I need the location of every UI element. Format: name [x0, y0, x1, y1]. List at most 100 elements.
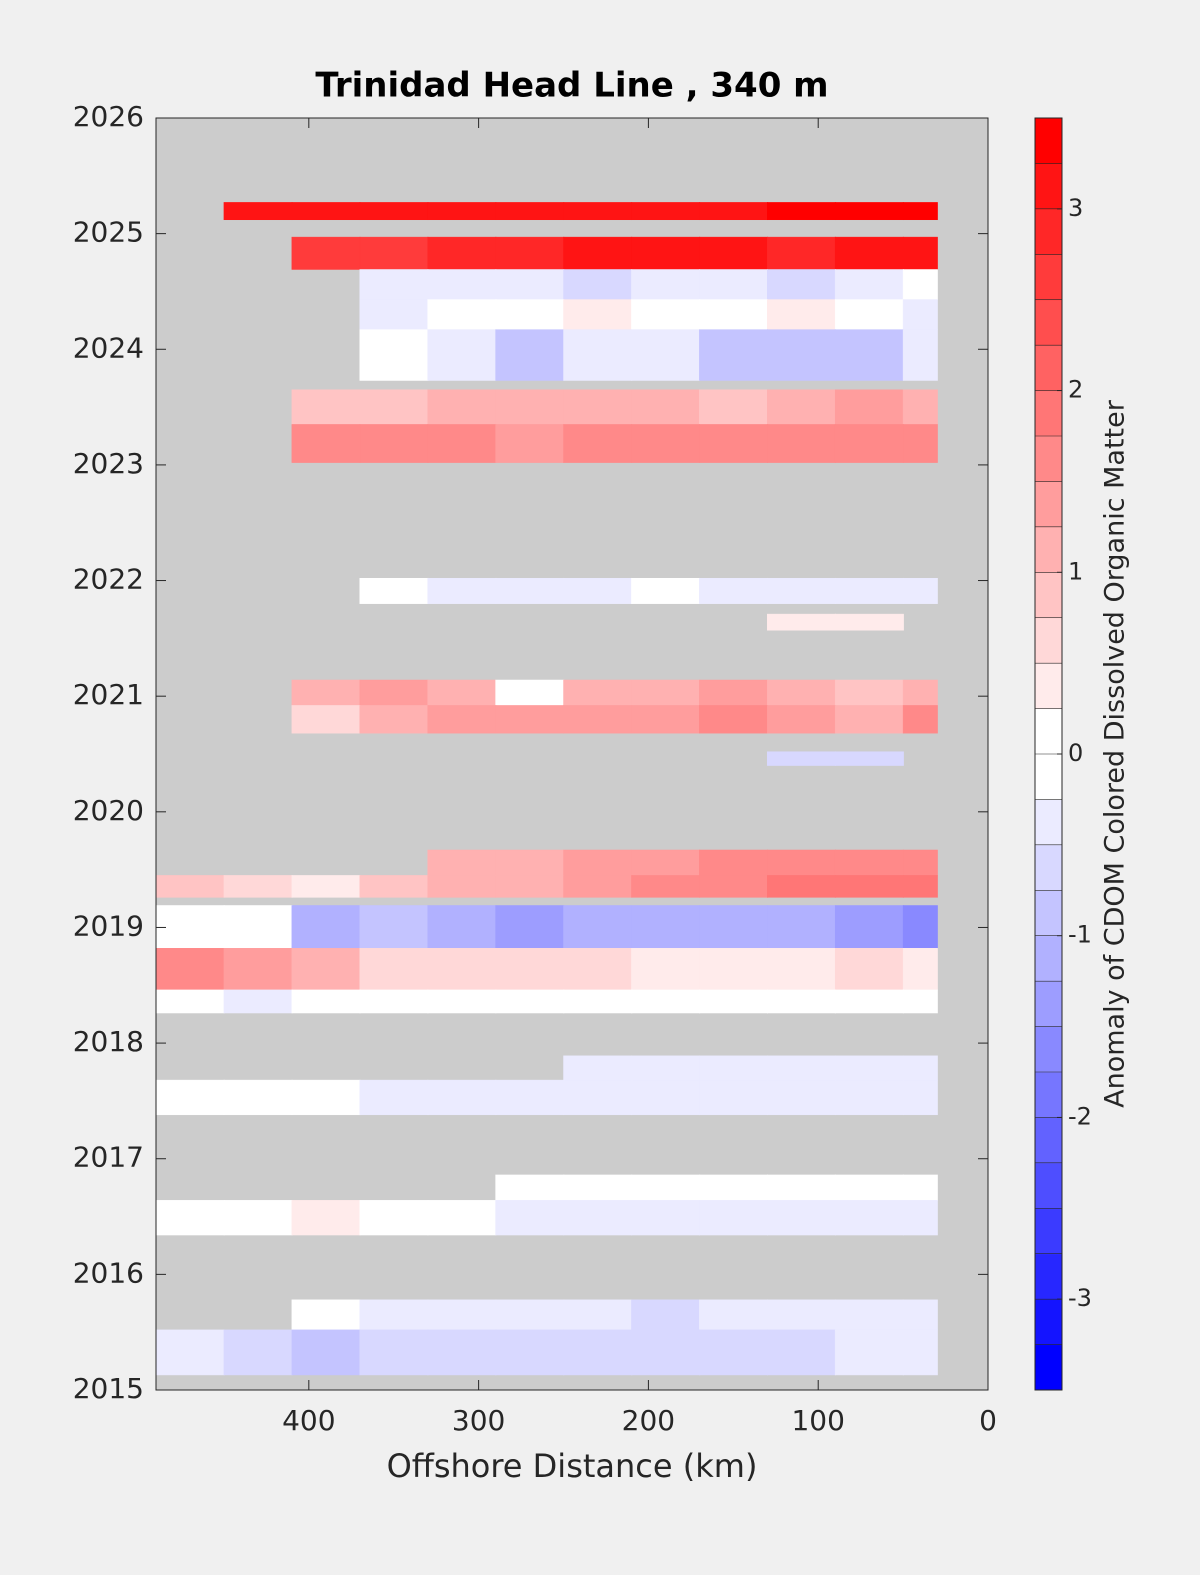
- contour-cell: [699, 269, 769, 300]
- contour-cell: [902, 705, 938, 734]
- contour-cell: [834, 948, 904, 991]
- contour-cell: [834, 989, 904, 1014]
- colorbar-band: [1035, 345, 1062, 392]
- colorbar-band: [1035, 1299, 1062, 1346]
- contour-cell: [834, 299, 904, 330]
- contour-cell: [495, 989, 565, 1014]
- contour-cell: [359, 236, 429, 270]
- contour-cell: [495, 269, 565, 300]
- contour-cell: [427, 424, 497, 463]
- contour-cell: [563, 236, 633, 270]
- contour-cell: [631, 236, 701, 270]
- colorbar-band: [1035, 1344, 1062, 1391]
- contour-cell: [767, 577, 836, 604]
- contour-cell: [427, 948, 497, 991]
- contour-cell: [155, 1200, 225, 1236]
- x-tick-label: 400: [282, 1404, 335, 1437]
- contour-cell: [427, 849, 497, 876]
- colorbar-band: [1035, 754, 1062, 800]
- contour-cell: [902, 679, 938, 706]
- contour-cell: [359, 269, 429, 300]
- contour-cell: [631, 1329, 701, 1376]
- contour-cell: [902, 329, 938, 381]
- contour-cell: [495, 236, 565, 270]
- contour-cell: [155, 989, 225, 1014]
- contour-cell: [902, 849, 938, 876]
- contour-cell: [767, 679, 836, 706]
- plot-frame: [155, 117, 989, 1391]
- y-tick-label: 2022: [73, 563, 144, 596]
- contour-cell: [427, 389, 497, 425]
- contour-cell: [563, 329, 633, 381]
- contour-cell: [902, 577, 938, 604]
- contour-cell: [155, 1329, 225, 1376]
- contour-cell: [834, 1329, 904, 1376]
- contour-cell: [495, 705, 565, 734]
- colorbar-band: [1035, 799, 1062, 846]
- contour-cell: [427, 269, 497, 300]
- contour-cell: [767, 269, 836, 300]
- contour-cell: [631, 1299, 701, 1331]
- colorbar-band: [1035, 436, 1062, 482]
- contour-cell: [495, 299, 565, 330]
- colorbar-band: [1035, 981, 1062, 1028]
- contour-cell: [563, 1055, 633, 1081]
- colorbar-band: [1035, 1253, 1062, 1300]
- contour-cell: [699, 849, 769, 876]
- colorbar-band: [1035, 163, 1062, 210]
- contour-cell: [902, 875, 938, 898]
- contour-cell: [699, 989, 769, 1014]
- contour-cell: [359, 948, 429, 991]
- contour-cell: [223, 948, 293, 991]
- y-tick-label: 2021: [73, 678, 144, 711]
- contour-cell: [563, 577, 633, 604]
- contour-cell: [767, 1055, 836, 1081]
- contour-cell: [902, 1299, 938, 1331]
- colorbar-band: [1035, 526, 1062, 573]
- contour-cell: [155, 875, 225, 898]
- colorbar-band: [1035, 118, 1062, 164]
- contour-cell: [699, 1299, 769, 1331]
- contour-cell: [155, 905, 225, 949]
- colorbar-band: [1035, 935, 1062, 982]
- colorbar-band: [1035, 617, 1062, 664]
- contour-cell: [631, 905, 701, 949]
- colorbar-band: [1035, 390, 1062, 437]
- contour-cell: [291, 424, 361, 463]
- x-tick-label: 300: [452, 1404, 505, 1437]
- colorbar-tick-label: 3: [1068, 194, 1083, 222]
- contour-cell: [767, 948, 836, 991]
- contour-cell: [902, 236, 938, 270]
- contour-cell: [902, 905, 938, 949]
- y-tick-label: 2015: [73, 1372, 144, 1405]
- contour-cell: [223, 202, 293, 221]
- contour-cell: [359, 424, 429, 463]
- contour-cell: [495, 1200, 565, 1236]
- contour-cell: [699, 948, 769, 991]
- contour-cell: [427, 679, 497, 706]
- contour-cell: [699, 202, 769, 221]
- contour-cell: [699, 299, 769, 330]
- contour-cell: [631, 299, 701, 330]
- contour-cell: [631, 389, 701, 425]
- contour-cell: [359, 1329, 429, 1376]
- y-tick-label: 2020: [73, 794, 144, 827]
- contour-cell: [699, 1329, 769, 1376]
- contour-cell: [495, 389, 565, 425]
- contour-cell: [902, 202, 938, 221]
- contour-cell: [427, 705, 497, 734]
- contour-cell: [291, 905, 361, 949]
- contour-cell: [563, 299, 633, 330]
- contour-cell: [767, 1329, 836, 1376]
- contour-cell: [223, 875, 293, 898]
- colorbar-label: Anomaly of CDOM Colored Dissolved Organi…: [1100, 399, 1131, 1108]
- contour-cell: [902, 299, 938, 330]
- colorbar-band: [1035, 1072, 1062, 1118]
- contour-cell: [427, 1329, 497, 1376]
- contour-cell: [834, 1200, 904, 1236]
- contour-cell: [359, 329, 429, 381]
- contour-cell: [291, 236, 361, 270]
- contour-cell: [902, 389, 938, 425]
- contour-cell: [767, 389, 836, 425]
